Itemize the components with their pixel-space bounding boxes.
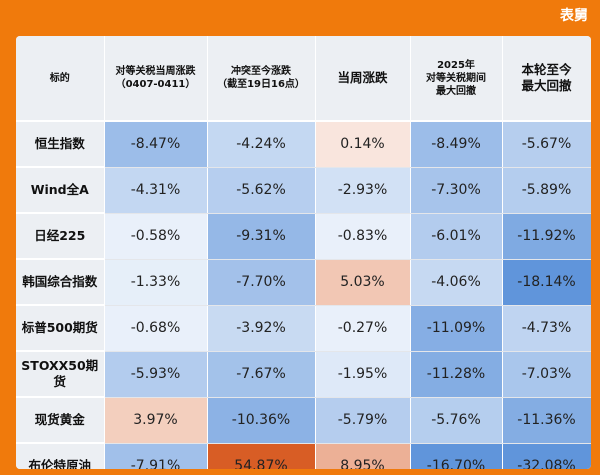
heatmap-cell: -1.33% bbox=[104, 259, 208, 306]
heatmap-cell: -3.92% bbox=[207, 305, 316, 352]
heatmap-cell: -7.70% bbox=[207, 259, 316, 306]
row-label: Wind全A bbox=[16, 167, 105, 214]
heatmap-cell: -0.27% bbox=[315, 305, 411, 352]
table-row: Wind全A -4.31% -5.62% -2.93% -7.30% -5.89% bbox=[16, 167, 591, 214]
table-row: STOXX50期 货 -5.93% -7.67% -1.95% -11.28% -7.03… bbox=[16, 351, 591, 398]
table-body: 恒生指数 -8.47% -4.24% 0.14% -8.49% -5.67% Wind全A -… bbox=[16, 121, 591, 469]
heatmap-cell: -5.76% bbox=[410, 397, 503, 444]
column-header-this-week: 当周涨跌 bbox=[315, 36, 411, 122]
table-row: 韩国综合指数 -1.33% -7.70% 5.03% -4.06% -18.14% bbox=[16, 259, 591, 306]
heatmap-cell: -16.70% bbox=[410, 443, 503, 469]
heatmap-cell: -4.24% bbox=[207, 121, 316, 168]
heatmap-cell: -5.67% bbox=[502, 121, 591, 168]
row-label: STOXX50期 货 bbox=[16, 351, 105, 398]
heatmap-cell: -18.14% bbox=[502, 259, 591, 306]
row-label: 标普500期货 bbox=[16, 305, 105, 352]
header-row: 标的 对等关税当周涨跌 （0407-0411） 冲突至今涨跌 （截至19日16点… bbox=[16, 36, 591, 122]
heatmap-cell: -7.67% bbox=[207, 351, 316, 398]
column-header-current-max-drawdown: 本轮至今 最大回撤 bbox=[502, 36, 591, 122]
heatmap-cell: -0.58% bbox=[104, 213, 208, 260]
table-row: 日经225 -0.58% -9.31% -0.83% -6.01% -11.92% bbox=[16, 213, 591, 260]
heatmap-cell: -0.68% bbox=[104, 305, 208, 352]
heatmap-cell: -32.08% bbox=[502, 443, 591, 469]
heatmap-cell: -7.91% bbox=[104, 443, 208, 469]
heatmap-cell: -8.47% bbox=[104, 121, 208, 168]
table-row: 布伦特原油 -7.91% 54.87% 8.95% -16.70% -32.08% bbox=[16, 443, 591, 469]
table-row: 恒生指数 -8.47% -4.24% 0.14% -8.49% -5.67% bbox=[16, 121, 591, 168]
column-header-tariff-week: 对等关税当周涨跌 （0407-0411） bbox=[104, 36, 208, 122]
heatmap-cell: 3.97% bbox=[104, 397, 208, 444]
heatmap-cell: -11.28% bbox=[410, 351, 503, 398]
heatmap-cell: -1.95% bbox=[315, 351, 411, 398]
heatmap-cell: -9.31% bbox=[207, 213, 316, 260]
heatmap-cell: 54.87% bbox=[207, 443, 316, 469]
heatmap-table-card: 标的 对等关税当周涨跌 （0407-0411） 冲突至今涨跌 （截至19日16点… bbox=[16, 36, 591, 469]
heatmap-cell: -10.36% bbox=[207, 397, 316, 444]
heatmap-table: 标的 对等关税当周涨跌 （0407-0411） 冲突至今涨跌 （截至19日16点… bbox=[16, 36, 591, 469]
heatmap-cell: -8.49% bbox=[410, 121, 503, 168]
column-header-tariff-max-drawdown: 2025年 对等关税期间 最大回撤 bbox=[410, 36, 503, 122]
table-row: 标普500期货 -0.68% -3.92% -0.27% -11.09% -4.73% bbox=[16, 305, 591, 352]
heatmap-cell: -5.79% bbox=[315, 397, 411, 444]
heatmap-cell: 0.14% bbox=[315, 121, 411, 168]
heatmap-cell: -6.01% bbox=[410, 213, 503, 260]
heatmap-cell: -11.36% bbox=[502, 397, 591, 444]
row-label: 现货黄金 bbox=[16, 397, 105, 444]
heatmap-cell: -0.83% bbox=[315, 213, 411, 260]
row-label: 日经225 bbox=[16, 213, 105, 260]
row-label: 韩国综合指数 bbox=[16, 259, 105, 306]
heatmap-cell: 8.95% bbox=[315, 443, 411, 469]
heatmap-cell: -7.30% bbox=[410, 167, 503, 214]
heatmap-cell: -4.06% bbox=[410, 259, 503, 306]
heatmap-cell: -2.93% bbox=[315, 167, 411, 214]
heatmap-cell: -4.73% bbox=[502, 305, 591, 352]
heatmap-cell: -11.09% bbox=[410, 305, 503, 352]
row-label: 恒生指数 bbox=[16, 121, 105, 168]
heatmap-cell: -7.03% bbox=[502, 351, 591, 398]
table-row: 现货黄金 3.97% -10.36% -5.79% -5.76% -11.36% bbox=[16, 397, 591, 444]
column-header-since-conflict: 冲突至今涨跌 （截至19日16点） bbox=[207, 36, 316, 122]
brand-label: 表舅 bbox=[560, 8, 588, 24]
row-label: 布伦特原油 bbox=[16, 443, 105, 469]
column-header-name: 标的 bbox=[16, 36, 105, 122]
heatmap-cell: 5.03% bbox=[315, 259, 411, 306]
heatmap-cell: -5.89% bbox=[502, 167, 591, 214]
heatmap-cell: -5.93% bbox=[104, 351, 208, 398]
heatmap-cell: -5.62% bbox=[207, 167, 316, 214]
heatmap-cell: -11.92% bbox=[502, 213, 591, 260]
heatmap-cell: -4.31% bbox=[104, 167, 208, 214]
